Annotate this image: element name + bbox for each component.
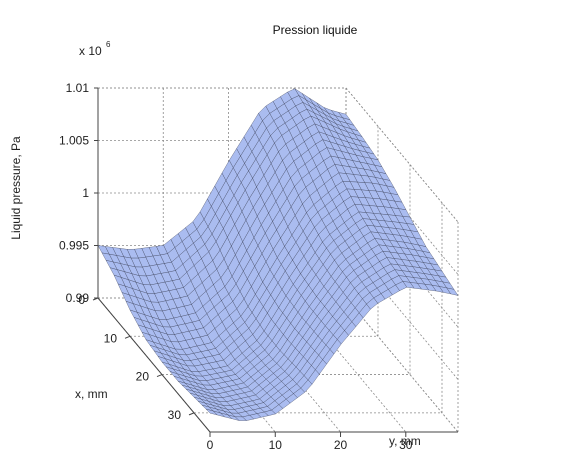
chart-title: Pression liquide — [273, 23, 358, 37]
x-tick-label: 0 — [78, 293, 85, 307]
z-tick-label: 1.01 — [66, 81, 90, 95]
z-tick-label: 1.005 — [59, 134, 89, 148]
z-tick-label: 1 — [82, 186, 89, 200]
x-tick-mark — [156, 374, 163, 378]
x-tick-mark — [124, 335, 131, 339]
y-tick-label: 0 — [207, 438, 214, 452]
y-tick-label: 20 — [334, 438, 348, 452]
surface — [97, 88, 459, 421]
z-axis-label: Liquid pressure, Pa — [9, 136, 23, 240]
z-tick-label: 0.99 — [66, 291, 90, 305]
surface-patch — [446, 287, 459, 296]
x-tick-label: 30 — [168, 408, 182, 422]
x-tick-label: 20 — [136, 370, 150, 384]
x-tick-mark — [188, 412, 195, 416]
y-tick-label: 10 — [269, 438, 283, 452]
y-axis-label: y, mm — [389, 434, 421, 448]
tick-labels: 0.99 0.995 1 1.005 1.01 0 10 20 30 0 10 20 30 — [59, 81, 413, 452]
x-axis-label: x, mm — [75, 387, 108, 401]
z-multiplier-exponent: 6 — [106, 40, 111, 49]
x-tick-label: 10 — [104, 331, 118, 345]
y-tick-label: 30 — [399, 438, 413, 452]
z-multiplier: x 10 6 — [79, 40, 111, 58]
x-axis-line — [97, 297, 211, 433]
z-tick-label: 0.995 — [59, 239, 89, 253]
x-tick-mark — [92, 297, 99, 301]
gridline — [345, 297, 459, 433]
z-multiplier-label: x 10 — [79, 44, 102, 58]
box-edge — [345, 87, 459, 223]
